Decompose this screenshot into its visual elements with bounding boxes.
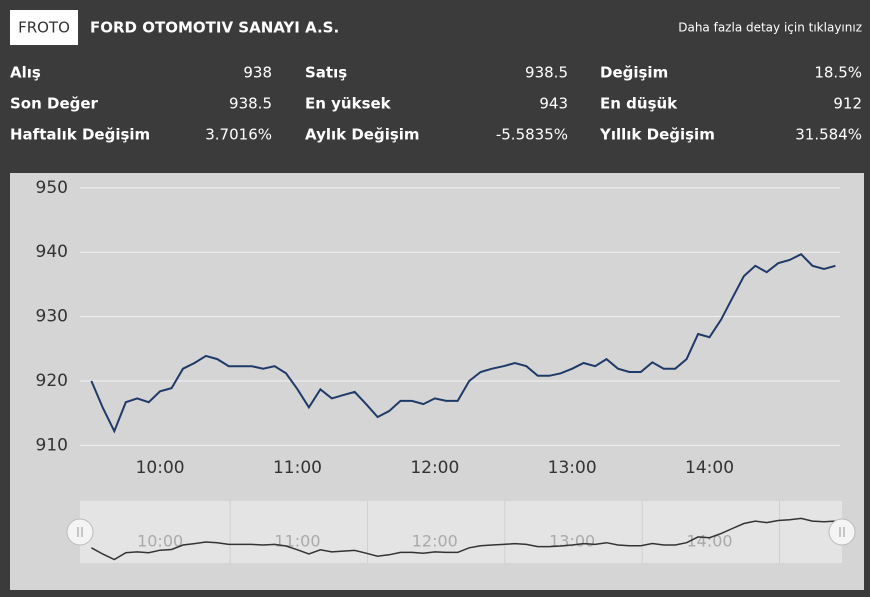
stat-value: 18.5% [814, 64, 862, 82]
x-tick-label: 11:00 [273, 458, 322, 478]
stat-value: 31.584% [795, 126, 862, 144]
navigator[interactable] [80, 501, 842, 563]
stat-label: Alış [10, 64, 41, 82]
navigator-line [91, 517, 836, 561]
stat-label: En yüksek [305, 95, 392, 113]
stat-label: Satış [305, 64, 347, 82]
x-tick-label: 14:00 [685, 458, 734, 478]
stat-label: En düşük [600, 95, 678, 113]
stat-value: 938.5 [229, 95, 272, 113]
y-tick-label: 940 [36, 242, 68, 262]
y-tick-label: 930 [36, 307, 68, 327]
navigator-tick-label: 14:00 [686, 532, 732, 551]
symbol-box [10, 10, 78, 45]
navigator-tick-label: 13:00 [549, 532, 595, 551]
y-tick-label: 920 [36, 371, 68, 391]
x-tick-label: 12:00 [410, 458, 459, 478]
detail-link[interactable]: Daha fazla detay için tıklayınız [678, 21, 862, 35]
stat-label: Yıllık Değişim [599, 126, 715, 144]
stat-value: 3.7016% [205, 126, 272, 144]
stat-label: Değişim [600, 64, 668, 82]
navigator-handle[interactable] [66, 518, 94, 546]
symbol: FROTO [18, 19, 70, 37]
stat-value: -5.5835% [496, 126, 568, 144]
stat-label: Son Değer [10, 95, 99, 113]
navigator-handle[interactable] [828, 518, 856, 546]
navigator-tick-label: 12:00 [412, 532, 458, 551]
stat-value: 938 [243, 64, 272, 82]
stat-value: 943 [539, 95, 568, 113]
stat-value: 912 [833, 95, 862, 113]
line [90, 252, 836, 434]
company-name: FORD OTOMOTIV SANAYI A.S. [90, 19, 339, 37]
y-tick-label: 910 [36, 435, 68, 455]
x-tick-label: 13:00 [548, 458, 597, 478]
stat-value: 938.5 [525, 64, 568, 82]
stat-label: Aylık Değişim [305, 126, 420, 144]
stat-label: Haftalık Değişim [10, 126, 150, 144]
x-tick-label: 10:00 [136, 458, 185, 478]
y-tick-label: 950 [36, 178, 68, 198]
navigator-tick-label: 10:00 [137, 532, 183, 551]
navigator-tick-label: 11:00 [274, 532, 320, 551]
